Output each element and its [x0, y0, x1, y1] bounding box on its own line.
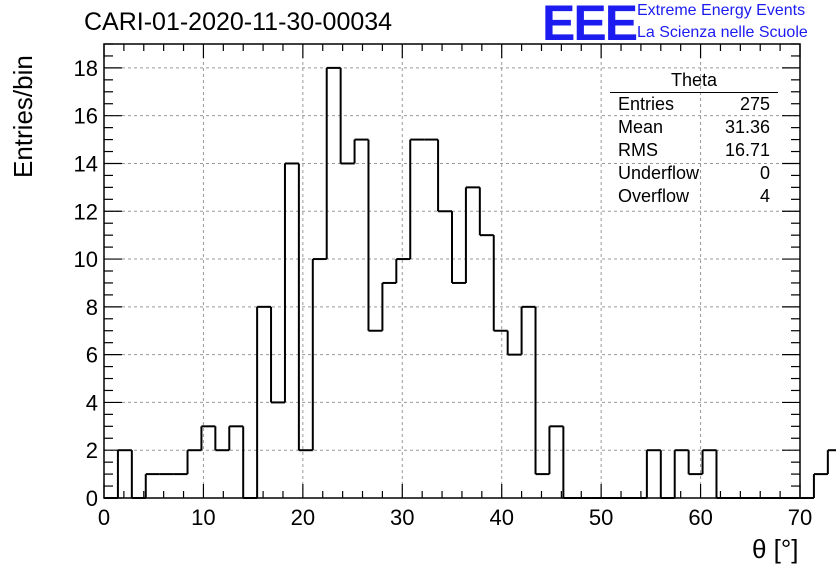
x-tick-label: 20 — [291, 505, 315, 530]
y-axis-label: Entries/bin — [8, 55, 38, 178]
stats-row-rms: RMS 16.71 — [610, 139, 778, 162]
stats-row-underflow: Underflow 0 — [610, 162, 778, 185]
stats-label: Mean — [618, 117, 664, 137]
logo-subtitle-line1: Extreme Energy Events — [637, 2, 806, 19]
stats-label: RMS — [618, 140, 658, 160]
stats-label: Overflow — [618, 186, 690, 206]
y-tick-label: 6 — [86, 343, 98, 368]
stats-value: 275 — [739, 94, 770, 114]
x-tick-label: 10 — [191, 505, 215, 530]
eee-logo: EEE — [542, 0, 638, 51]
y-tick-label: 4 — [86, 390, 98, 415]
x-tick-label: 0 — [98, 505, 110, 530]
stats-value: 0 — [759, 163, 770, 183]
y-tick-label: 16 — [74, 104, 98, 129]
x-tick-label: 50 — [589, 505, 613, 530]
stats-title: Theta — [610, 70, 778, 93]
stats-row-overflow: Overflow 4 — [610, 185, 778, 208]
x-tick-label: 70 — [788, 505, 812, 530]
y-tick-label: 18 — [74, 56, 98, 81]
stats-value: 31.36 — [724, 117, 770, 137]
y-tick-label: 0 — [86, 486, 98, 511]
x-axis-label: θ [°] — [752, 534, 799, 564]
chart-title: CARI-01-2020-11-30-00034 — [84, 8, 393, 36]
y-tick-label: 8 — [86, 295, 98, 320]
stats-value: 4 — [759, 186, 770, 206]
stats-label: Underflow — [618, 163, 700, 183]
y-tick-label: 14 — [74, 151, 98, 176]
stats-row-entries: Entries 275 — [610, 93, 778, 116]
x-tick-label: 40 — [489, 505, 513, 530]
y-tick-label: 12 — [74, 199, 98, 224]
stats-value: 16.71 — [724, 140, 770, 160]
logo-subtitle-line2: La Scienza nelle Scuole — [637, 24, 808, 41]
x-tick-label: 60 — [688, 505, 712, 530]
y-tick-label: 10 — [74, 247, 98, 272]
y-tick-label: 2 — [86, 438, 98, 463]
stats-box: Theta Entries 275 Mean 31.36 RMS 16.71 U… — [610, 70, 778, 208]
stats-row-mean: Mean 31.36 — [610, 116, 778, 139]
x-tick-label: 30 — [390, 505, 414, 530]
stats-label: Entries — [618, 94, 675, 114]
